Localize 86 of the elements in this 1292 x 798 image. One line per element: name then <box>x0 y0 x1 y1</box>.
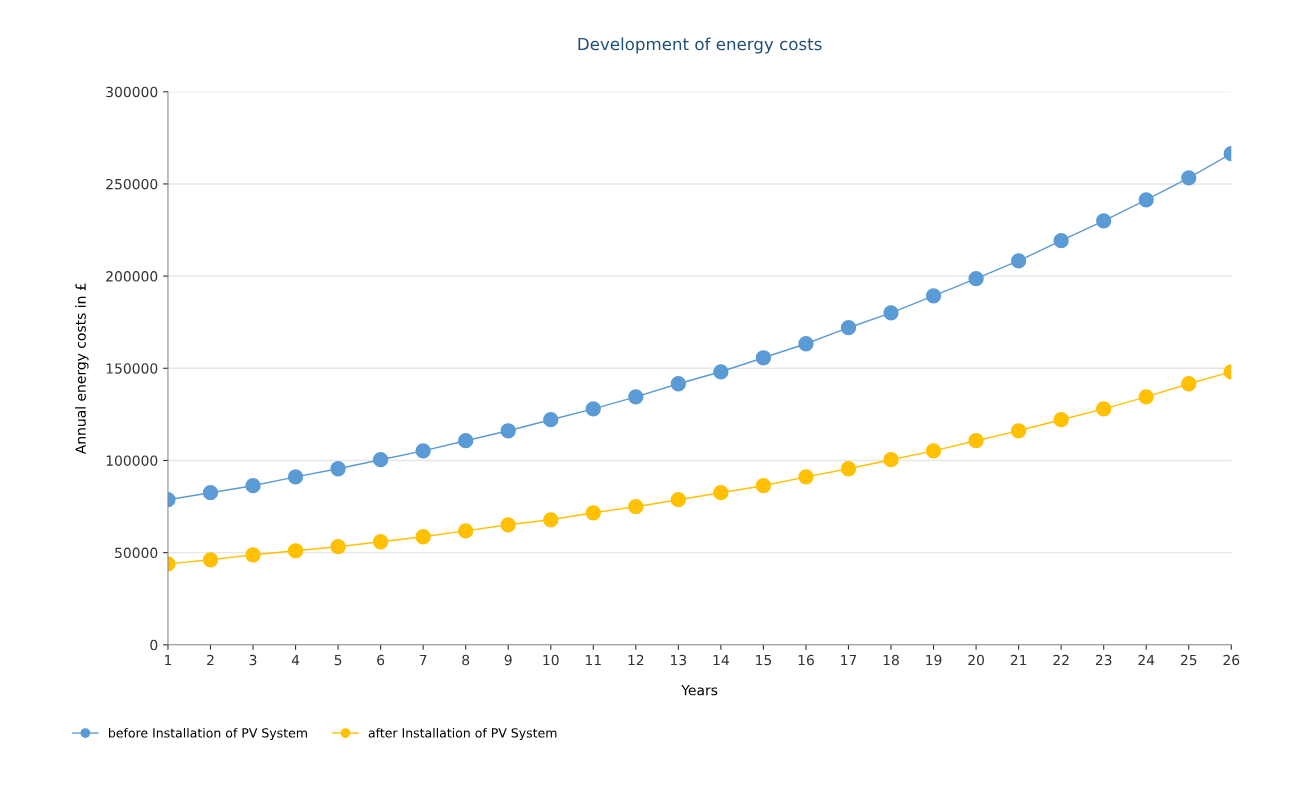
x-tick-label: 2 <box>207 654 214 666</box>
point <box>585 505 601 521</box>
y-tick-label: 100000 <box>106 455 158 466</box>
x-tick-label: 9 <box>504 654 512 666</box>
x-tick-label: 13 <box>671 654 687 666</box>
point <box>543 412 559 428</box>
point <box>713 485 729 501</box>
point <box>670 376 686 392</box>
point <box>287 469 304 485</box>
point <box>372 534 389 550</box>
point <box>670 492 686 508</box>
x-tick-label: 7 <box>419 654 427 666</box>
legend-label: before Installation of PV System <box>109 727 307 741</box>
point <box>883 452 899 468</box>
point <box>925 288 942 304</box>
x-tick-label: 18 <box>883 654 899 666</box>
y-tick-label: 300000 <box>106 86 158 98</box>
point <box>1053 412 1069 428</box>
point <box>755 350 772 366</box>
y-axis-title: Annual energy costs in £ <box>75 283 89 455</box>
point <box>883 305 899 321</box>
y-tick-label: 150000 <box>106 363 158 374</box>
x-tick-label: 4 <box>291 654 300 666</box>
x-tick-label: 6 <box>377 654 385 666</box>
x-tick-label: 22 <box>1053 654 1069 666</box>
point <box>415 443 431 459</box>
x-tick-label: 17 <box>841 654 857 666</box>
x-tick-label: 8 <box>462 654 470 666</box>
point <box>925 443 942 459</box>
y-tick-label: 250000 <box>106 178 158 190</box>
chart-title: Development of energy costs <box>578 37 822 54</box>
point <box>500 423 516 439</box>
point <box>202 485 219 501</box>
x-tick-label: 15 <box>756 654 772 666</box>
point <box>1138 389 1154 405</box>
point <box>585 401 601 417</box>
point <box>628 499 644 515</box>
x-tick-label: 12 <box>628 654 644 666</box>
point <box>798 336 814 352</box>
legend-label: after Installation of PV System <box>368 727 557 741</box>
x-tick-label: 19 <box>926 654 942 666</box>
x-tick-label: 1 <box>165 654 172 666</box>
x-tick-label: 25 <box>1180 654 1197 666</box>
point <box>968 433 984 449</box>
x-tick-label: 3 <box>249 654 257 666</box>
point <box>415 529 431 545</box>
point <box>1096 213 1112 229</box>
point <box>500 517 516 533</box>
x-tick-label: 5 <box>334 654 342 666</box>
point <box>330 539 346 555</box>
x-tick-label: 11 <box>585 654 601 666</box>
point <box>287 543 304 559</box>
x-tick-label: 14 <box>713 654 729 666</box>
x-tick-label: 23 <box>1095 654 1112 666</box>
x-tick-label: 10 <box>543 654 559 666</box>
point <box>1053 233 1069 249</box>
point <box>1010 253 1027 269</box>
point <box>245 478 261 494</box>
point <box>798 469 814 485</box>
x-axis-title: Years <box>681 685 718 696</box>
point <box>372 452 389 468</box>
point <box>543 512 559 528</box>
point <box>245 547 261 563</box>
point <box>458 523 474 539</box>
y-tick-label: 0 <box>150 639 158 651</box>
point <box>713 364 729 380</box>
x-tick-label: 26 <box>1223 654 1240 666</box>
point <box>1138 192 1154 208</box>
point <box>1096 401 1112 417</box>
point <box>968 271 984 287</box>
y-tick-label: 200000 <box>106 271 158 282</box>
point <box>840 320 857 336</box>
x-tick-label: 16 <box>798 654 814 666</box>
x-tick-label: 21 <box>1010 654 1027 666</box>
point <box>202 552 219 568</box>
point <box>840 461 857 477</box>
y-tick-label: 50000 <box>115 547 158 559</box>
x-tick-label: 20 <box>968 654 984 666</box>
point <box>458 433 474 449</box>
point <box>755 478 772 494</box>
x-tick-label: 24 <box>1138 654 1155 666</box>
point <box>330 461 346 477</box>
point <box>1181 170 1197 186</box>
point <box>1010 423 1027 439</box>
point <box>1181 376 1197 392</box>
point <box>628 389 644 405</box>
